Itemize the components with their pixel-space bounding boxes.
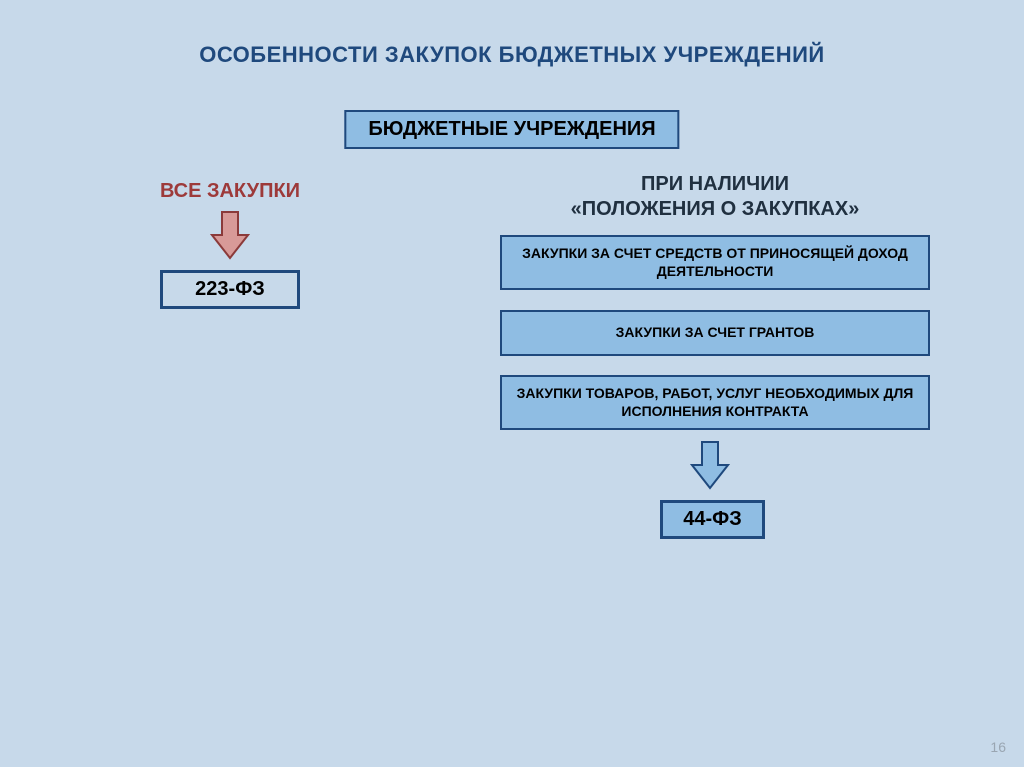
right-heading-line2: «ПОЛОЖЕНИЯ О ЗАКУПКАХ» — [571, 198, 860, 220]
box-44-fz: 44-ФЗ — [660, 500, 765, 539]
down-arrow-red-icon — [210, 210, 250, 260]
right-heading-regulation: ПРИ НАЛИЧИИ «ПОЛОЖЕНИЯ О ЗАКУПКАХ» — [500, 172, 930, 222]
right-box-grants: ЗАКУПКИ ЗА СЧЕТ ГРАНТОВ — [500, 310, 930, 356]
right-heading-line1: ПРИ НАЛИЧИИ — [641, 173, 789, 195]
page-number: 16 — [990, 739, 1006, 755]
left-heading-all-purchases: ВСЕ ЗАКУПКИ — [100, 180, 360, 203]
right-box-contract-goods: ЗАКУПКИ ТОВАРОВ, РАБОТ, УСЛУГ НЕОБХОДИМЫ… — [500, 375, 930, 430]
slide: ОСОБЕННОСТИ ЗАКУПОК БЮДЖЕТНЫХ УЧРЕЖДЕНИЙ… — [0, 0, 1024, 767]
right-box-income-activity: ЗАКУПКИ ЗА СЧЕТ СРЕДСТВ ОТ ПРИНОСЯЩЕЙ ДО… — [500, 235, 930, 290]
down-arrow-blue-icon — [690, 440, 730, 490]
box-223-fz: 223-ФЗ — [160, 270, 300, 309]
slide-title: ОСОБЕННОСТИ ЗАКУПОК БЮДЖЕТНЫХ УЧРЕЖДЕНИЙ — [0, 42, 1024, 68]
top-box-budget-institutions: БЮДЖЕТНЫЕ УЧРЕЖДЕНИЯ — [344, 110, 679, 149]
